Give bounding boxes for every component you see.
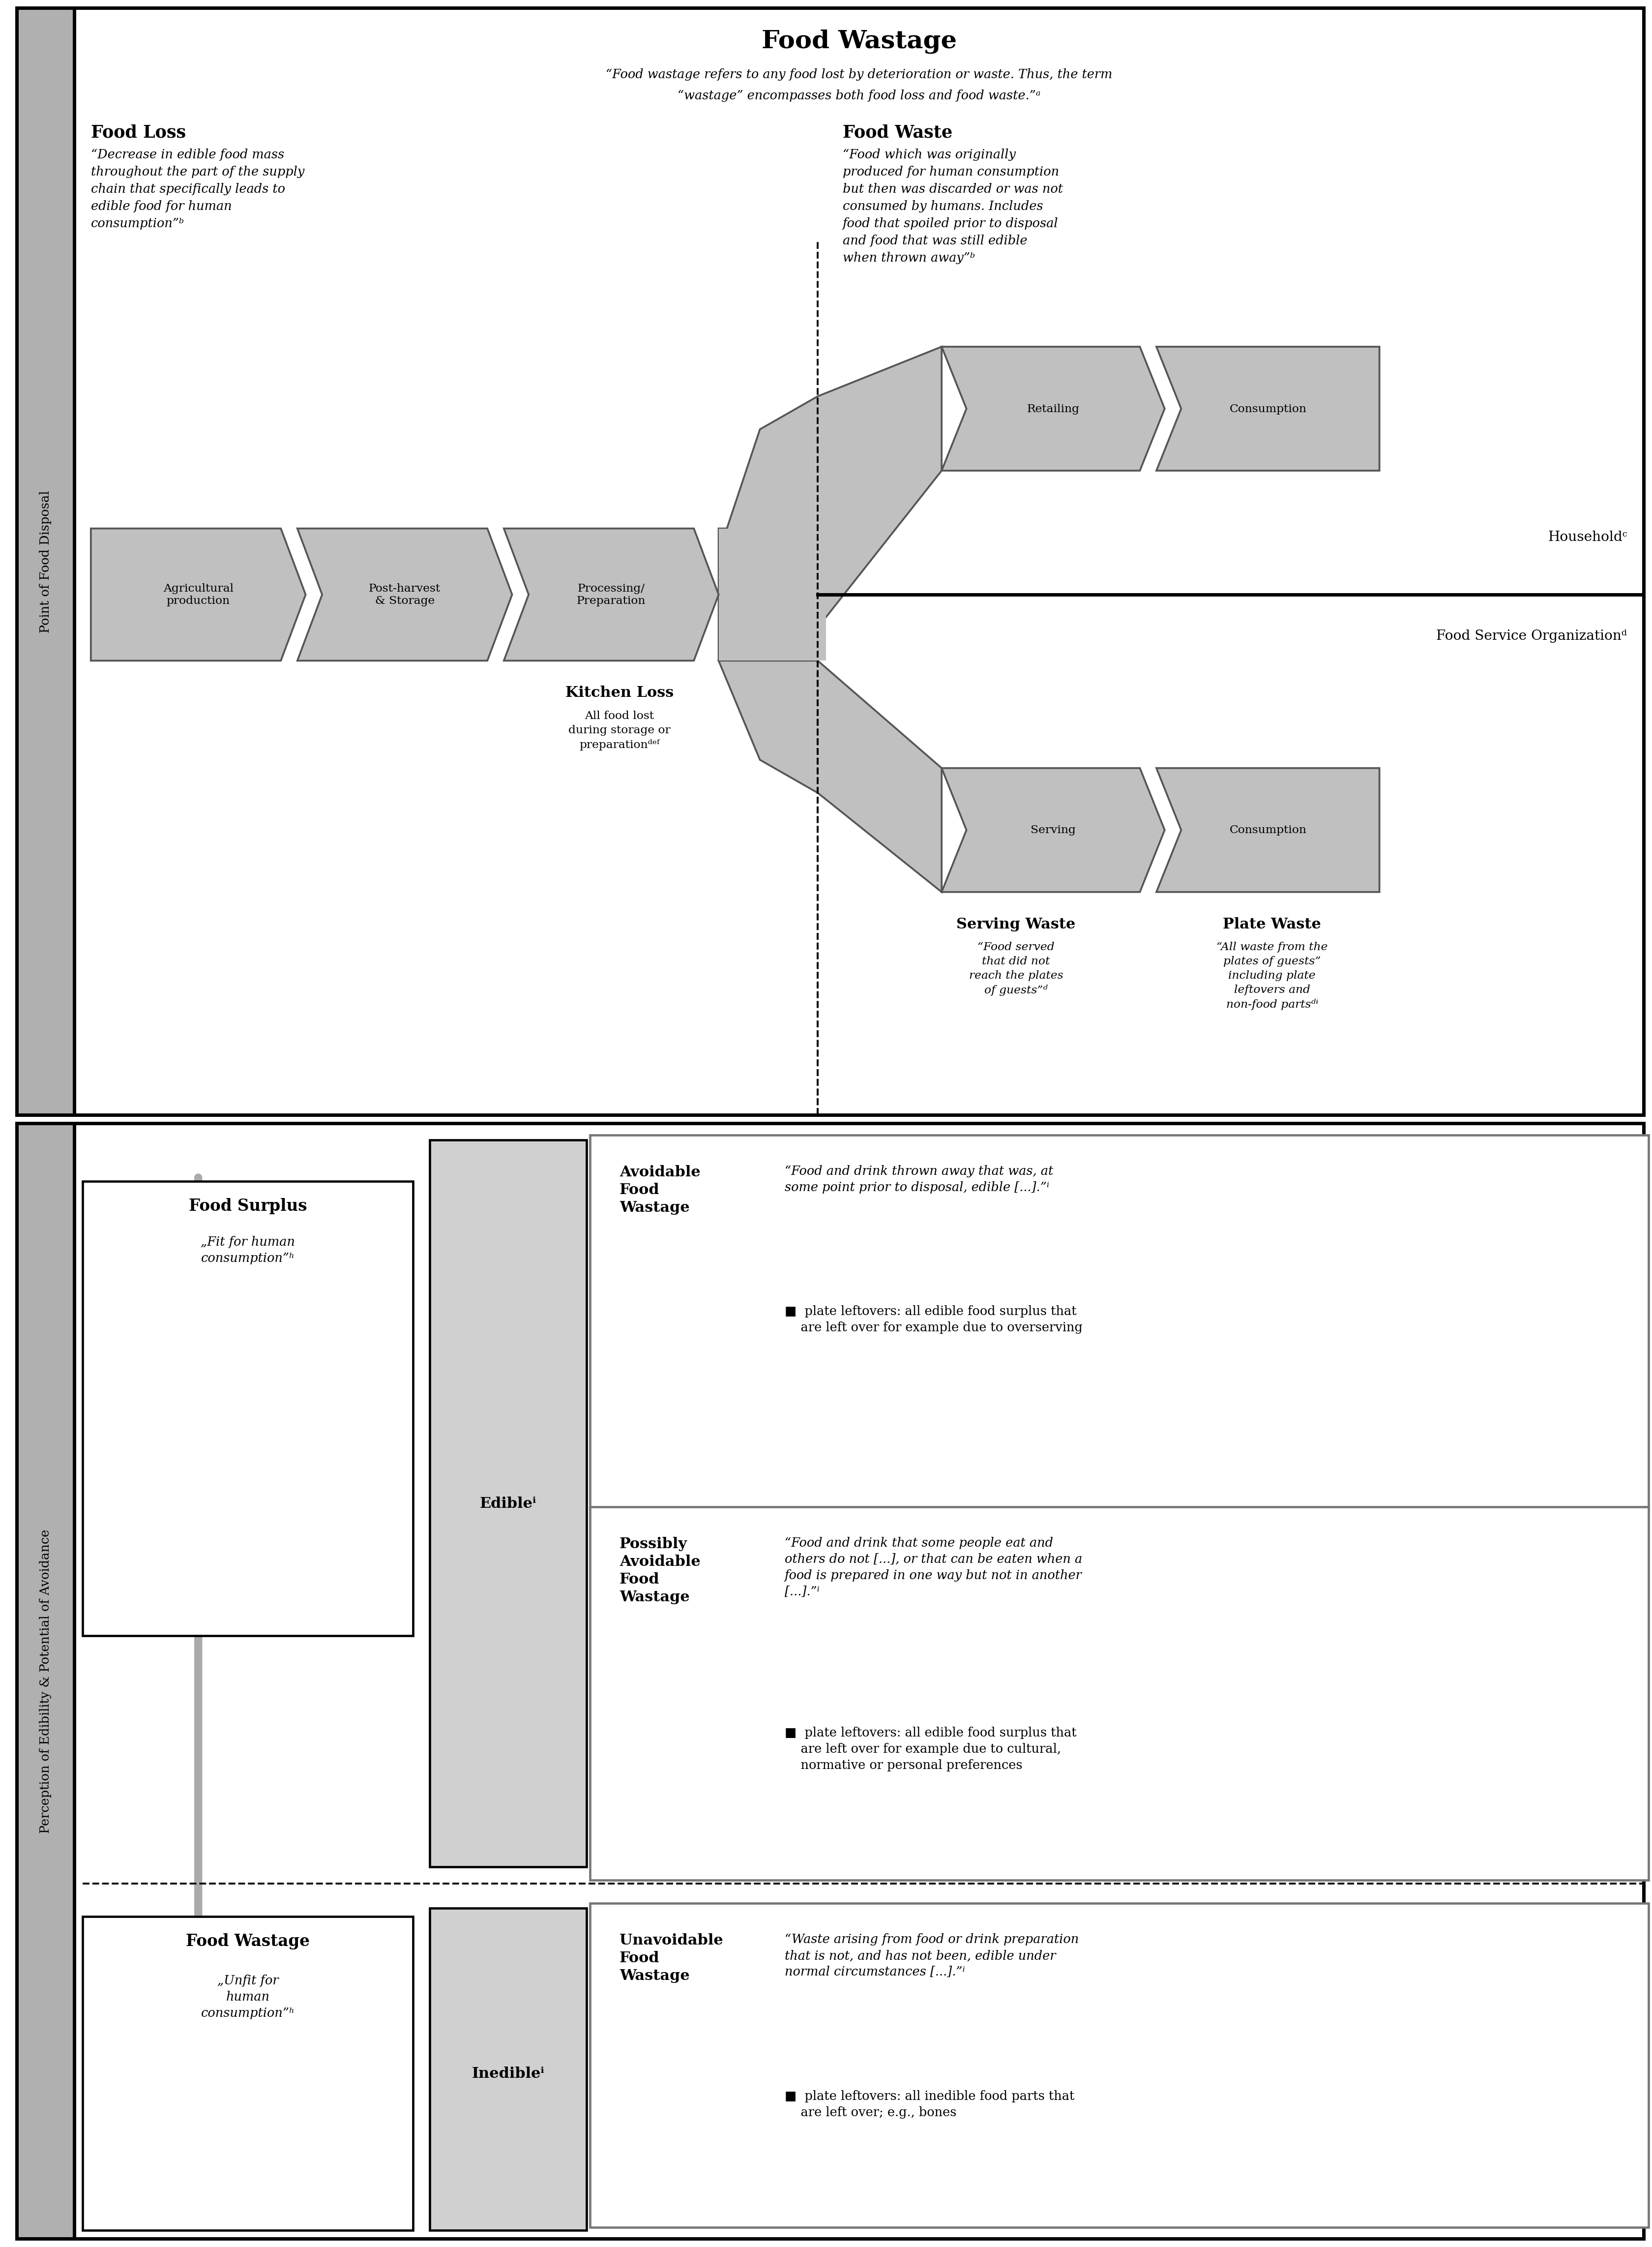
Text: Food Waste: Food Waste [843,124,952,142]
Text: “Food and drink that some people eat and
others do not [...], or that can be eat: “Food and drink that some people eat and… [785,1537,1082,1598]
Text: ■  plate leftovers: all edible food surplus that
    are left over for example d: ■ plate leftovers: all edible food surpl… [785,1726,1077,1771]
Text: Agricultural
production: Agricultural production [164,584,233,607]
Text: Possibly
Avoidable
Food
Wastage: Possibly Avoidable Food Wastage [620,1537,700,1604]
Text: Food Loss: Food Loss [91,124,185,142]
Text: ■  plate leftovers: all inedible food parts that
    are left over; e.g., bones: ■ plate leftovers: all inedible food par… [785,2090,1074,2119]
Text: “Food wastage refers to any food lost by deterioration or waste. Thus, the term: “Food wastage refers to any food lost by… [606,67,1112,81]
Text: “Waste arising from food or drink preparation
that is not, and has not been, edi: “Waste arising from food or drink prepar… [785,1932,1079,1977]
Text: “wastage” encompasses both food loss and food waste.”ᵃ: “wastage” encompasses both food loss and… [677,90,1041,101]
Text: Consumption: Consumption [1229,825,1307,836]
Text: Plate Waste: Plate Waste [1222,917,1322,930]
Polygon shape [297,528,512,661]
Polygon shape [719,346,942,661]
Text: “Food which was originally
produced for human consumption
but then was discarded: “Food which was originally produced for … [843,148,1062,265]
FancyBboxPatch shape [17,1124,1644,2238]
Text: Kitchen Loss: Kitchen Loss [565,685,674,699]
Polygon shape [91,528,306,661]
Text: Unavoidable
Food
Wastage: Unavoidable Food Wastage [620,1932,724,1982]
Polygon shape [942,346,1165,472]
Polygon shape [1156,768,1379,892]
Text: Food Surplus: Food Surplus [188,1198,307,1213]
Text: Food Wastage: Food Wastage [187,1932,311,1950]
FancyBboxPatch shape [430,1139,586,1867]
Text: Inedibleⁱ: Inedibleⁱ [472,2067,544,2081]
FancyBboxPatch shape [17,9,74,1115]
FancyBboxPatch shape [17,9,1644,1115]
FancyBboxPatch shape [590,1135,1649,1508]
Text: Serving Waste: Serving Waste [957,917,1075,930]
Text: Avoidable
Food
Wastage: Avoidable Food Wastage [620,1164,700,1213]
Text: “All waste from the
plates of guests”
including plate
leftovers and
non-food par: “All waste from the plates of guests” in… [1216,941,1328,1009]
Polygon shape [504,528,719,661]
Text: “Decrease in edible food mass
throughout the part of the supply
chain that speci: “Decrease in edible food mass throughout… [91,148,304,229]
Text: Food Service Organizationᵈ: Food Service Organizationᵈ [1436,629,1627,643]
Text: Food Wastage: Food Wastage [762,29,957,54]
Text: “Food served
that did not
reach the plates
of guests”ᵈ: “Food served that did not reach the plat… [968,941,1064,995]
Text: Consumption: Consumption [1229,404,1307,413]
Text: „Unfit for
human
consumption”ʰ: „Unfit for human consumption”ʰ [202,1975,294,2020]
FancyBboxPatch shape [430,1908,586,2231]
FancyBboxPatch shape [590,1903,1649,2227]
Text: Perception of Edibility & Potential of Avoidance: Perception of Edibility & Potential of A… [40,1530,51,1834]
Text: Retailing: Retailing [1028,404,1079,413]
Polygon shape [719,661,942,892]
Text: Post-harvest
& Storage: Post-harvest & Storage [368,584,441,607]
Polygon shape [1156,346,1379,472]
FancyBboxPatch shape [83,1917,413,2231]
FancyBboxPatch shape [17,1124,74,2238]
Text: All food lost
during storage or
preparationᵈᵉᶠ: All food lost during storage or preparat… [568,710,671,750]
Text: Processing/
Preparation: Processing/ Preparation [577,584,646,607]
FancyBboxPatch shape [719,528,826,661]
Text: Point of Food Disposal: Point of Food Disposal [40,490,51,634]
FancyBboxPatch shape [83,1182,413,1636]
Text: “Food and drink thrown away that was, at
some point prior to disposal, edible [.: “Food and drink thrown away that was, at… [785,1164,1054,1193]
Text: „Fit for human
consumption”ʰ: „Fit for human consumption”ʰ [200,1236,296,1265]
Text: Householdᶜ: Householdᶜ [1548,530,1627,544]
Text: Serving: Serving [1031,825,1075,836]
Polygon shape [942,768,1165,892]
Text: Edibleⁱ: Edibleⁱ [479,1497,537,1510]
Text: ■  plate leftovers: all edible food surplus that
    are left over for example d: ■ plate leftovers: all edible food surpl… [785,1306,1082,1335]
FancyBboxPatch shape [590,1508,1649,1881]
